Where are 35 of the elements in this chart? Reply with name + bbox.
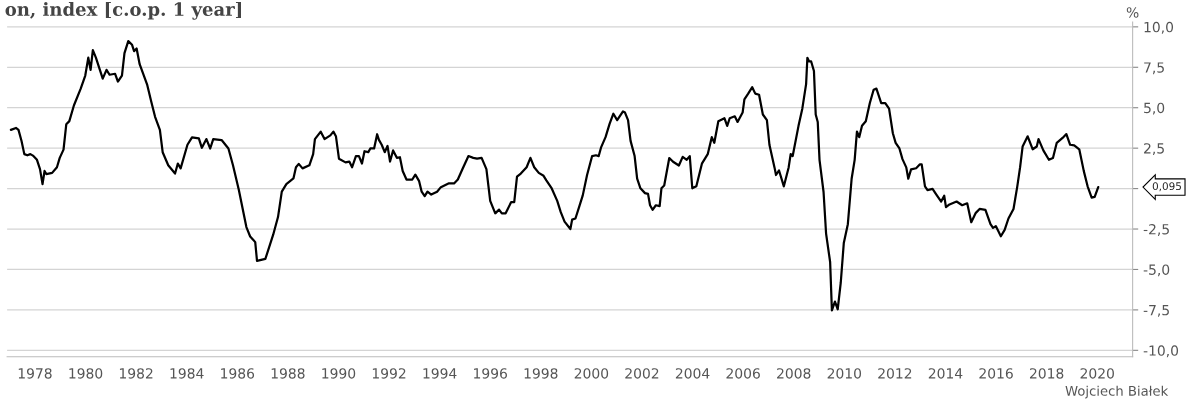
x-tick-label: 2006 bbox=[726, 368, 760, 379]
chart-title: on, index [c.o.p. 1 year] bbox=[5, 2, 241, 20]
x-tick-label: 1980 bbox=[69, 368, 103, 379]
x-tick-label: 1984 bbox=[170, 368, 204, 379]
x-tick-label: 2010 bbox=[827, 368, 862, 379]
x-tick-label: 1998 bbox=[524, 368, 558, 379]
text: 0,095 bbox=[1152, 182, 1181, 192]
x-tick-label: 2018 bbox=[1029, 368, 1064, 379]
x-tick-label: 1990 bbox=[322, 368, 356, 379]
x-tick-label: 2014 bbox=[928, 368, 963, 379]
x-tick-label: 2016 bbox=[979, 368, 1013, 379]
x-tick-label: 2004 bbox=[675, 368, 710, 379]
text: Wojciech Białek bbox=[1065, 385, 1169, 399]
y-tick-label: -7,5 bbox=[1143, 305, 1169, 317]
x-tick-label: 1996 bbox=[474, 368, 507, 379]
x-tick-label: 2008 bbox=[777, 368, 811, 379]
x-tick-label: 1992 bbox=[372, 368, 406, 379]
x-tick-label: 1982 bbox=[119, 368, 153, 379]
y-tick-label: -2,5 bbox=[1143, 223, 1169, 236]
line-series bbox=[9, 39, 1100, 312]
y-tick-label: 10,0 bbox=[1144, 21, 1174, 34]
y-tick-label: 5,0 bbox=[1144, 102, 1165, 115]
y-tick-label: 7,5 bbox=[1144, 62, 1164, 75]
x-tick-label: 1994 bbox=[423, 368, 457, 379]
x-tick-label: 1978 bbox=[18, 368, 52, 379]
y-tick-label: -10,0 bbox=[1143, 345, 1179, 358]
x-tick-label: 1988 bbox=[271, 368, 305, 379]
x-tick-label: 2020 bbox=[1080, 368, 1114, 379]
y-axis-title: % bbox=[1126, 7, 1139, 18]
x-tick-label: 2002 bbox=[625, 368, 659, 379]
y-tick-label: -5,0 bbox=[1143, 264, 1170, 277]
x-tick-label: 1986 bbox=[221, 368, 255, 379]
x-tick-label: 2000 bbox=[574, 368, 609, 379]
x-tick-label: 2012 bbox=[878, 368, 912, 379]
y-tick-label: 2,5 bbox=[1144, 143, 1164, 156]
